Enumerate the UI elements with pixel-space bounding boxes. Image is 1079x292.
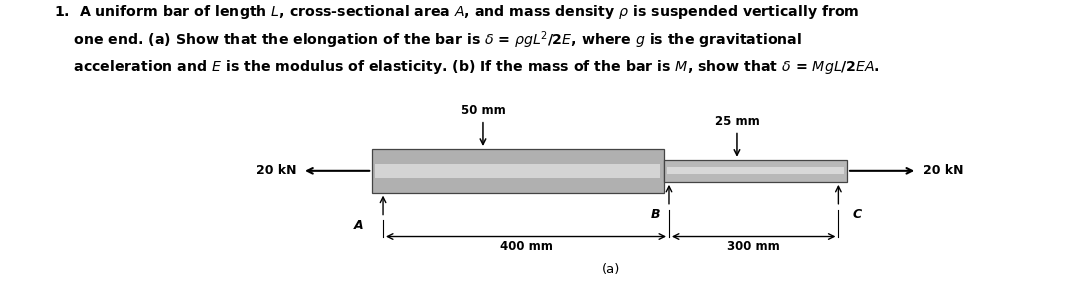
Text: 300 mm: 300 mm <box>727 240 780 253</box>
Text: A: A <box>354 219 364 232</box>
Bar <box>664 160 847 182</box>
Text: (a): (a) <box>601 263 620 276</box>
Bar <box>375 164 660 178</box>
Text: C: C <box>852 208 861 221</box>
Text: B: B <box>651 208 660 221</box>
Text: 50 mm: 50 mm <box>461 104 505 117</box>
Text: 20 kN: 20 kN <box>923 164 964 177</box>
Text: 25 mm: 25 mm <box>714 114 760 128</box>
Text: 400 mm: 400 mm <box>500 240 552 253</box>
Text: 1.  A uniform bar of length $\it{L}$, cross-sectional area $\it{A}$, and mass de: 1. A uniform bar of length $\it{L}$, cro… <box>54 3 879 76</box>
Bar <box>372 149 664 193</box>
Bar <box>667 168 844 174</box>
Text: 20 kN: 20 kN <box>256 164 297 177</box>
